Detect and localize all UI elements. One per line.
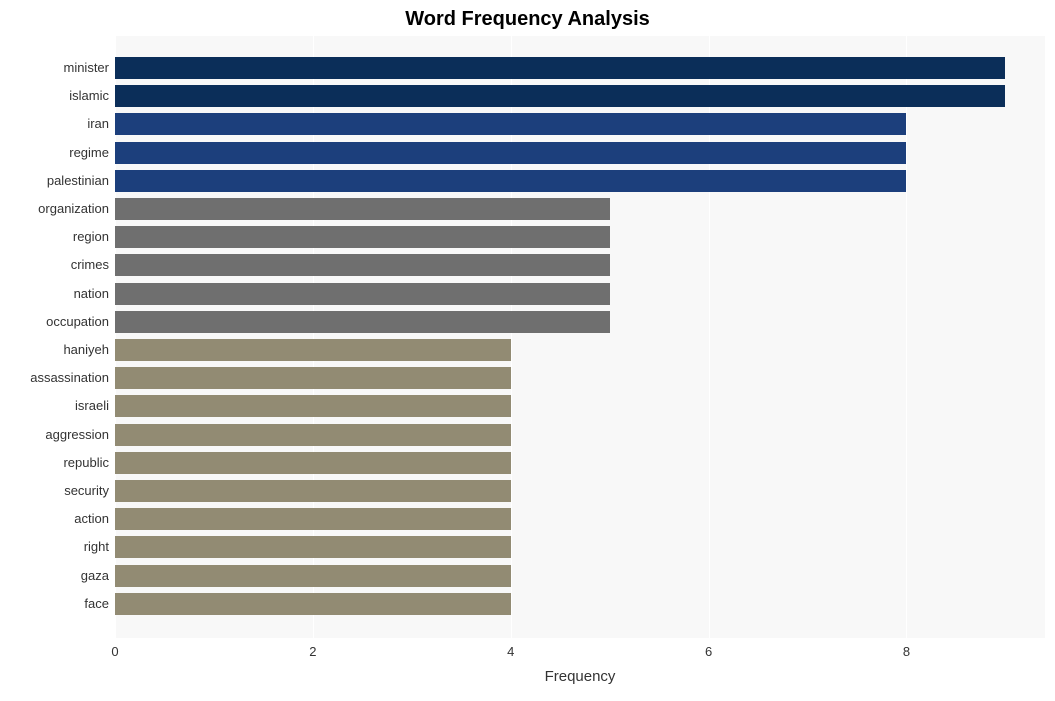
- bar: [115, 170, 906, 192]
- bar-row: [115, 311, 610, 333]
- bar-row: [115, 395, 511, 417]
- bar-row: [115, 480, 511, 502]
- bar: [115, 113, 906, 135]
- y-axis-labels: minister islamic iran regime palestinian orga…: [0, 36, 115, 638]
- bar: [115, 395, 511, 417]
- bar: [115, 452, 511, 474]
- x-tick-label: 8: [903, 644, 910, 659]
- bar-row: [115, 565, 511, 587]
- y-tick-label: islamic: [0, 85, 109, 107]
- bar-row: [115, 508, 511, 530]
- bar-row: [115, 113, 906, 135]
- bar: [115, 283, 610, 305]
- bar-row: [115, 339, 511, 361]
- y-tick-label: palestinian: [0, 170, 109, 192]
- y-tick-label: regime: [0, 142, 109, 164]
- bar: [115, 226, 610, 248]
- y-tick-label: aggression: [0, 424, 109, 446]
- y-tick-label: nation: [0, 283, 109, 305]
- x-tick-label: 6: [705, 644, 712, 659]
- bar: [115, 424, 511, 446]
- y-tick-label: action: [0, 508, 109, 530]
- bar: [115, 57, 1005, 79]
- bar-row: [115, 226, 610, 248]
- y-tick-label: organization: [0, 198, 109, 220]
- y-tick-label: israeli: [0, 395, 109, 417]
- grid-line: [906, 36, 907, 638]
- y-tick-label: gaza: [0, 565, 109, 587]
- bar-row: [115, 283, 610, 305]
- y-tick-label: minister: [0, 57, 109, 79]
- x-tick-label: 4: [507, 644, 514, 659]
- bar-row: [115, 85, 1005, 107]
- bar-row: [115, 142, 906, 164]
- y-tick-label: assassination: [0, 367, 109, 389]
- bar: [115, 536, 511, 558]
- bar-row: [115, 424, 511, 446]
- y-tick-label: security: [0, 480, 109, 502]
- bar: [115, 565, 511, 587]
- chart-title: Word Frequency Analysis: [0, 8, 1055, 31]
- chart-container: Word Frequency Analysis minister islamic i…: [0, 0, 1055, 701]
- y-tick-label: right: [0, 536, 109, 558]
- plot-area: [115, 36, 1045, 638]
- y-tick-label: iran: [0, 113, 109, 135]
- bar-row: [115, 198, 610, 220]
- x-tick-label: 0: [111, 644, 118, 659]
- y-tick-label: face: [0, 593, 109, 615]
- bar-row: [115, 536, 511, 558]
- bar-row: [115, 367, 511, 389]
- bar-row: [115, 57, 1005, 79]
- bar: [115, 142, 906, 164]
- bar-row: [115, 452, 511, 474]
- bar-row: [115, 254, 610, 276]
- bar: [115, 508, 511, 530]
- bar-row: [115, 170, 906, 192]
- bar: [115, 367, 511, 389]
- bar: [115, 198, 610, 220]
- bar: [115, 593, 511, 615]
- y-tick-label: occupation: [0, 311, 109, 333]
- x-tick-label: 2: [309, 644, 316, 659]
- y-tick-label: haniyeh: [0, 339, 109, 361]
- bar: [115, 480, 511, 502]
- y-tick-label: region: [0, 226, 109, 248]
- bar: [115, 85, 1005, 107]
- y-tick-label: republic: [0, 452, 109, 474]
- bar: [115, 254, 610, 276]
- y-tick-label: crimes: [0, 254, 109, 276]
- bar: [115, 311, 610, 333]
- x-axis-label: Frequency: [115, 668, 1045, 685]
- bar-row: [115, 593, 511, 615]
- bar: [115, 339, 511, 361]
